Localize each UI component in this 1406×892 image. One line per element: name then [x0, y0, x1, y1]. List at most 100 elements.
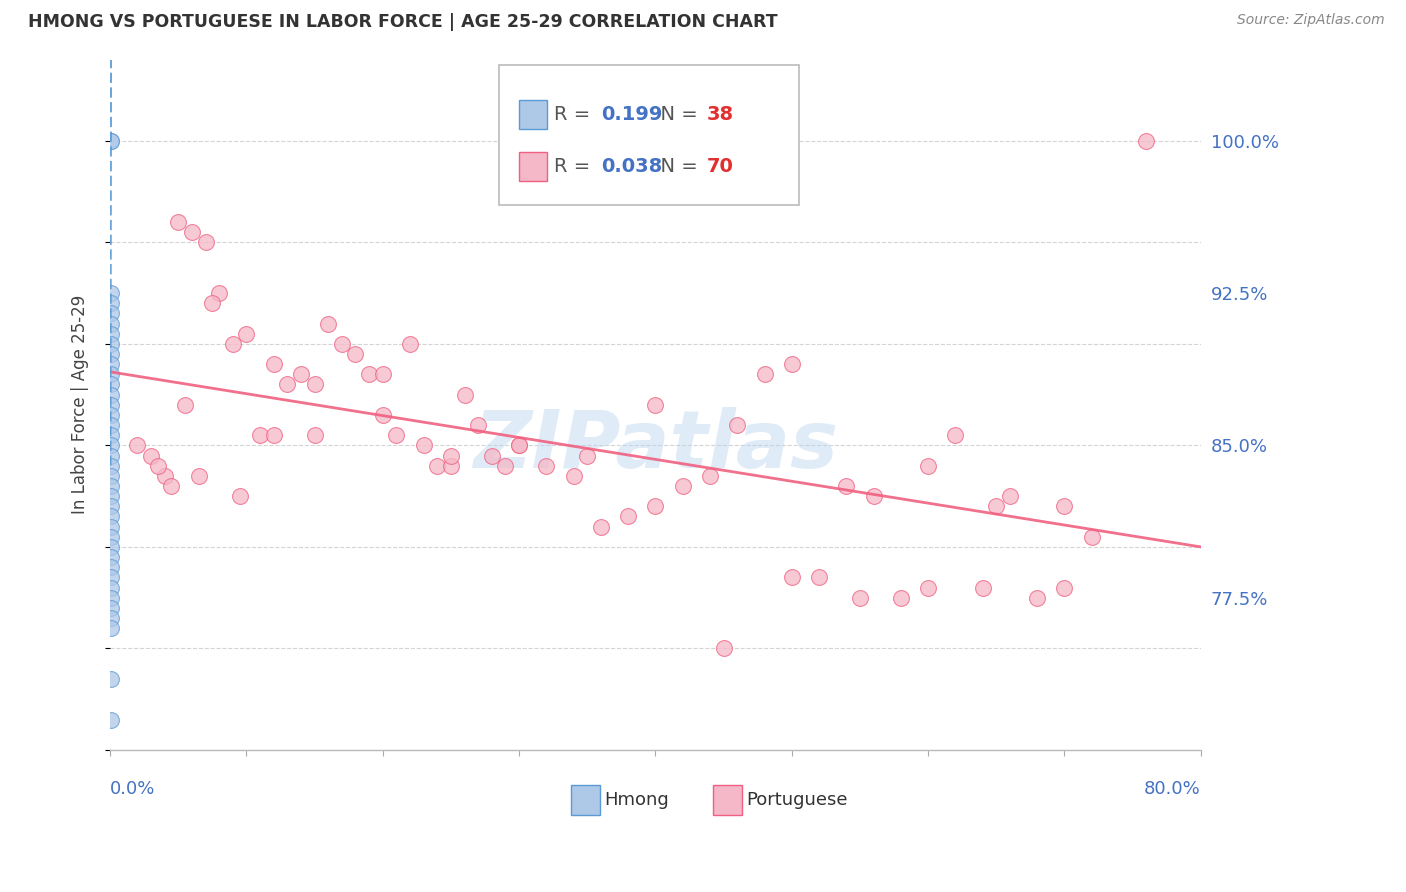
Point [890, 591, 912, 605]
Point [304, 377, 326, 392]
Text: Hmong: Hmong [605, 790, 669, 809]
Point [986, 500, 1008, 514]
Point [235, 326, 257, 341]
Point [725, 418, 748, 433]
Point [146, 458, 169, 473]
Point [780, 570, 803, 584]
Point [699, 468, 721, 483]
FancyBboxPatch shape [499, 65, 800, 204]
Point [426, 458, 449, 473]
Point [576, 449, 599, 463]
Point [100, 408, 122, 422]
Point [100, 398, 122, 412]
Point [330, 337, 353, 351]
Point [1135, 134, 1157, 148]
Point [754, 368, 776, 382]
Point [100, 326, 122, 341]
Point [222, 337, 245, 351]
Point [100, 296, 122, 310]
Point [359, 368, 381, 382]
Point [194, 235, 217, 250]
Point [263, 428, 285, 442]
Point [835, 479, 858, 493]
Point [1026, 591, 1049, 605]
Point [862, 489, 884, 503]
Point [100, 368, 122, 382]
Point [1080, 530, 1102, 544]
Point [562, 468, 585, 483]
Point [100, 560, 122, 574]
Point [453, 387, 475, 401]
Point [100, 438, 122, 452]
Point [100, 600, 122, 615]
Point [100, 489, 122, 503]
Point [467, 418, 489, 433]
Point [713, 641, 735, 656]
Text: 38: 38 [707, 105, 734, 124]
Point [972, 581, 994, 595]
FancyBboxPatch shape [713, 785, 741, 815]
Point [536, 458, 558, 473]
Text: 0.199: 0.199 [600, 105, 662, 124]
Point [127, 438, 149, 452]
FancyBboxPatch shape [519, 153, 547, 181]
Text: 0.038: 0.038 [600, 157, 662, 176]
Point [100, 286, 122, 301]
Text: ZIPatlas: ZIPatlas [472, 408, 838, 485]
Text: Portuguese: Portuguese [747, 790, 848, 809]
Point [100, 449, 122, 463]
Point [371, 368, 394, 382]
Point [100, 672, 122, 686]
Point [153, 468, 176, 483]
Y-axis label: In Labor Force | Age 25-29: In Labor Force | Age 25-29 [72, 295, 89, 515]
Point [276, 377, 298, 392]
Point [100, 519, 122, 533]
Point [508, 438, 530, 452]
Point [412, 438, 434, 452]
Point [998, 489, 1021, 503]
Point [808, 570, 831, 584]
Point [644, 398, 666, 412]
Point [917, 581, 939, 595]
Point [100, 306, 122, 320]
Point [100, 468, 122, 483]
Point [208, 286, 231, 301]
Point [100, 570, 122, 584]
Text: R =: R = [554, 157, 596, 176]
Point [780, 357, 803, 371]
Point [263, 357, 285, 371]
Point [100, 621, 122, 635]
Point [100, 591, 122, 605]
Point [100, 500, 122, 514]
Point [160, 479, 183, 493]
Point [385, 428, 408, 442]
Point [100, 713, 122, 727]
Point [100, 530, 122, 544]
Point [228, 489, 250, 503]
Point [644, 500, 666, 514]
Point [100, 387, 122, 401]
Point [1053, 581, 1076, 595]
Point [849, 591, 872, 605]
Point [508, 438, 530, 452]
Point [617, 509, 640, 524]
Point [495, 458, 517, 473]
Point [100, 357, 122, 371]
Point [589, 519, 612, 533]
Point [174, 398, 197, 412]
Point [100, 458, 122, 473]
Point [139, 449, 162, 463]
Point [180, 225, 202, 239]
Point [399, 337, 422, 351]
Point [1053, 500, 1076, 514]
Point [100, 134, 122, 148]
Point [100, 611, 122, 625]
Point [440, 449, 463, 463]
Point [249, 428, 271, 442]
FancyBboxPatch shape [571, 785, 600, 815]
Point [481, 449, 503, 463]
Point [100, 418, 122, 433]
Point [187, 468, 209, 483]
Point [100, 479, 122, 493]
Point [201, 296, 224, 310]
